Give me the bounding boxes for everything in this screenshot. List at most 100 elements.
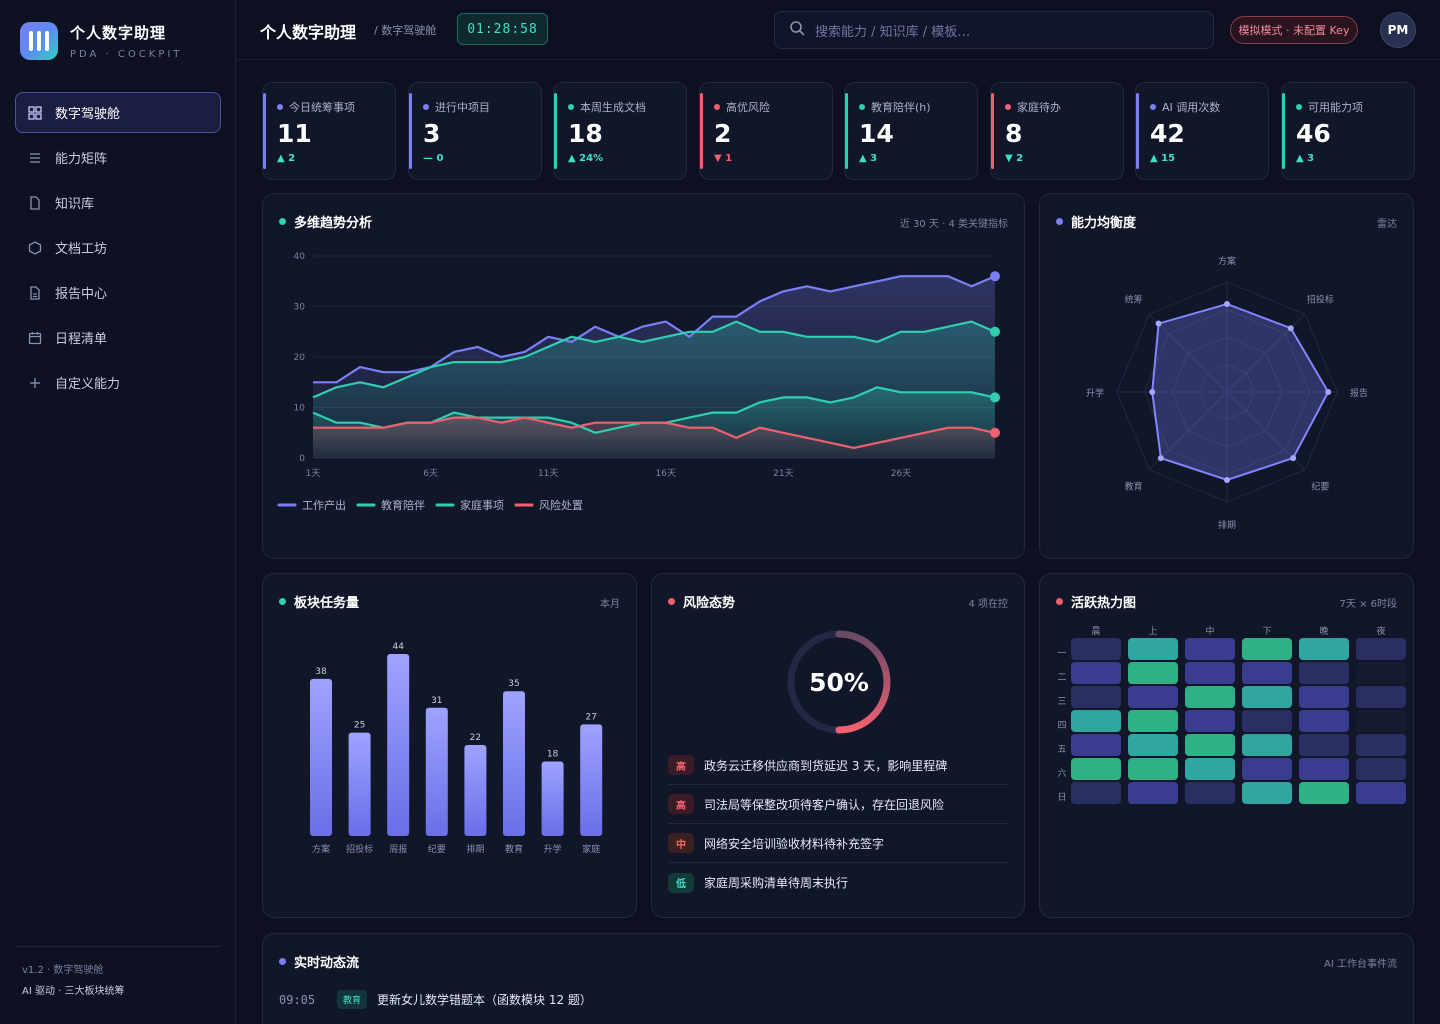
sidebar-item-5[interactable]: 日程清单 [15,317,221,358]
heatmap-cell [1242,686,1292,708]
stat-card[interactable]: 家庭待办 8 ▼ 2 [990,82,1124,180]
panel-meta: 本月 [600,599,620,610]
sidebar-item-3[interactable]: 文档工坊 [15,227,221,268]
stat-card[interactable]: 本周生成文档 18 ▲ 24% [553,82,687,180]
heatmap-cell [1185,782,1235,804]
calendar-icon [28,331,42,345]
heatmap-col-label: 中 [1205,625,1214,637]
sidebar-item-1[interactable]: 能力矩阵 [15,137,221,178]
risk-panel: 风险态势 4 项在控 50% 高政务云迁移供应商到货延迟 3 天，影响里程碑高司… [651,573,1025,918]
stat-accent-bar [991,93,994,169]
risk-item[interactable]: 高政务云迁移供应商到货延迟 3 天，影响里程碑 [668,746,1008,785]
breadcrumb: / 数字驾驶舱 [374,24,437,37]
panel-dot-icon [279,598,286,605]
mode-badge[interactable]: 模拟模式 · 未配置 Key [1230,16,1358,44]
bar-category-label: 排期 [466,843,484,855]
heatmap-cell [1185,686,1235,708]
heatmap-cell [1356,758,1406,780]
sidebar-item-label: 报告中心 [55,287,108,302]
stat-card[interactable]: 今日统筹事项 11 ▲ 2 [262,82,396,180]
bar-category-label: 招投标 [346,843,373,855]
heatmap-cell [1185,662,1235,684]
sidebar-item-2[interactable]: 知识库 [15,182,221,223]
heatmap-col-label: 晚 [1319,626,1328,637]
footer-desc: AI 驱动 · 三大板块统筹 [22,986,125,997]
series-end-point [990,271,1000,282]
legend-label: 家庭事项 [460,498,504,512]
heatmap-cell [1299,686,1349,708]
gauge-fill [835,630,891,734]
report-icon [28,285,42,300]
feed-item[interactable]: 09:05 教育 更新女儿数学错题本（函数模块 12 题） [279,990,592,1009]
search-input[interactable]: 搜索能力 / 知识库 / 模板… [774,11,1214,49]
heatmap-cell [1185,638,1235,660]
bar-category-label: 方案 [312,843,330,855]
heatmap-col-label: 晨 [1091,626,1100,637]
radar-axis-label: 统筹 [1125,294,1143,306]
bar [503,691,525,836]
y-tick-label: 30 [294,303,306,313]
sidebar-item-0[interactable]: 数字驾驶舱 [15,92,221,133]
bar-category-label: 家庭 [582,843,600,855]
bars-panel: 板块任务量 本月 38 方案 25 招投标 44 周报 31 纪要 22 排期 35 教育 18 升学 27… [262,573,637,918]
heatmap-cell [1299,782,1349,804]
heatmap-row-label: 四 [1057,721,1066,731]
heatmap-row-label: 五 [1057,745,1066,755]
sidebar-item-4[interactable]: 报告中心 [15,272,221,313]
bar [310,678,332,836]
heatmap-cell [1071,638,1121,660]
avatar[interactable]: PM [1380,12,1416,48]
heatmap-cell [1185,734,1235,756]
series-line [313,416,996,449]
risk-level-badge: 高 [668,755,694,775]
risk-item[interactable]: 中网络安全培训验收材料待补充签字 [668,824,1008,863]
stat-label: 高优风险 [726,101,770,114]
bar-value-label: 27 [585,712,596,722]
sidebar-item-label: 知识库 [55,197,95,212]
heatmap-cell [1356,782,1406,804]
risk-item[interactable]: 高司法局等保整改项待客户确认，存在回退风险 [668,785,1008,824]
risk-item[interactable]: 低家庭周采购清单待周末执行 [668,863,1008,902]
x-tick-label: 16天 [656,469,676,479]
sidebar-footer: v1.2 · 数字驾驶舱 AI 驱动 · 三大板块统筹 [15,946,221,997]
risk-text: 司法局等保整改项待客户确认，存在回退风险 [704,797,945,812]
sidebar: 个人数字助理 PDA · COCKPIT 数字驾驶舱 能力矩阵 知识库 文档工坊 报告中… [0,0,236,1024]
radar-point [1325,389,1332,395]
stat-accent-bar [845,93,848,169]
stat-dot-icon [568,104,574,110]
sidebar-item-6[interactable]: 自定义能力 [15,362,221,403]
stat-card[interactable]: 进行中项目 3 — 0 [408,82,542,180]
panel-title: 风险态势 [683,596,736,611]
risk-text: 网络安全培训验收材料待补充签字 [704,836,885,851]
x-tick-label: 1天 [306,469,321,479]
sidebar-item-label: 能力矩阵 [55,152,108,167]
y-tick-label: 10 [294,404,306,414]
radar-point [1155,320,1162,327]
stat-delta: ▲ 15 [1150,153,1176,164]
stat-card[interactable]: 可用能力项 46 ▲ 3 [1281,82,1415,180]
stat-card[interactable]: 高优风险 2 ▼ 1 [699,82,833,180]
feed-tag: 教育 [337,990,368,1009]
radar-axis-label: 升学 [1086,387,1104,399]
stat-card[interactable]: 教育陪伴(h) 14 ▲ 3 [844,82,978,180]
bar-value-label: 22 [470,733,481,743]
stat-value: 3 [423,119,441,148]
stat-dot-icon [1005,104,1011,110]
stat-accent-bar [700,93,703,169]
radar-axis-label: 教育 [1125,480,1143,492]
grid-icon [28,105,42,120]
heatmap-cell [1071,710,1121,732]
heatmap-row-label: 三 [1057,697,1066,707]
bar-category-label: 升学 [544,843,562,855]
panel-title: 板块任务量 [294,596,360,611]
stat-card[interactable]: AI 调用次数 42 ▲ 15 [1135,82,1269,180]
stat-value: 18 [568,119,603,148]
bar [348,732,371,836]
stat-delta: ▲ 3 [1296,153,1315,164]
radar-panel: 能力均衡度 雷达 方案 招投标 报告 纪要 排期 教育 升学 统筹 [1039,193,1414,559]
plus-icon [28,376,42,390]
panel-dot-icon [668,598,675,605]
heatmap-cell [1242,758,1292,780]
